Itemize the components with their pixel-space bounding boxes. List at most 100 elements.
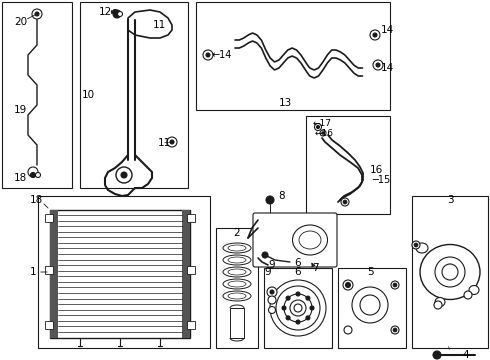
Circle shape [167,137,177,147]
Text: 18: 18 [14,173,27,183]
Circle shape [315,123,321,130]
Circle shape [170,140,174,144]
Circle shape [294,304,302,312]
Bar [50,210,58,338]
Circle shape [435,257,465,287]
Circle shape [320,130,326,136]
Text: 18: 18 [30,195,43,205]
Circle shape [296,292,300,296]
Bar [45,321,53,329]
Text: 2: 2 [234,228,240,238]
Circle shape [360,295,380,315]
Ellipse shape [420,244,480,300]
Text: 12: 12 [99,7,112,17]
Ellipse shape [223,279,251,289]
Circle shape [35,172,41,177]
Ellipse shape [228,245,246,251]
Text: 14: 14 [381,63,394,73]
Circle shape [322,132,324,134]
Bar [216,228,258,348]
Bar [338,268,406,348]
Circle shape [306,316,310,320]
Bar [264,268,332,348]
Circle shape [433,351,441,359]
Circle shape [268,296,276,304]
Circle shape [434,301,442,309]
Circle shape [286,316,290,320]
Ellipse shape [223,243,251,253]
Circle shape [373,33,377,37]
Circle shape [203,50,213,60]
Circle shape [28,167,38,177]
Circle shape [393,328,397,332]
Circle shape [30,172,35,177]
Text: 14: 14 [381,25,394,35]
Ellipse shape [228,257,246,263]
Circle shape [267,287,277,297]
Text: 9: 9 [268,260,274,270]
Circle shape [442,264,458,280]
Circle shape [270,280,326,336]
Circle shape [370,30,380,40]
Circle shape [284,294,312,322]
Circle shape [282,306,286,310]
Ellipse shape [223,291,251,301]
Ellipse shape [223,255,251,265]
Bar [412,196,488,348]
Circle shape [116,167,132,183]
Ellipse shape [228,281,246,287]
Circle shape [266,196,274,204]
Circle shape [113,9,118,14]
Circle shape [269,306,275,314]
Circle shape [35,12,39,16]
Circle shape [276,286,320,330]
Bar [196,2,390,110]
Circle shape [414,243,418,247]
Text: 11: 11 [158,138,171,148]
Text: 8: 8 [278,191,285,201]
Text: 5: 5 [367,267,373,277]
Ellipse shape [469,285,479,294]
FancyBboxPatch shape [253,213,337,267]
Text: ←14: ←14 [212,50,232,60]
Text: 20: 20 [14,17,27,27]
Circle shape [262,252,268,258]
Ellipse shape [223,267,251,277]
Ellipse shape [299,231,321,249]
Ellipse shape [416,243,428,253]
Ellipse shape [228,293,246,299]
Text: ←16: ←16 [315,129,334,138]
Circle shape [352,287,388,323]
Circle shape [343,200,347,204]
Bar [187,266,195,274]
Circle shape [345,283,350,288]
Circle shape [113,10,121,18]
Text: 1: 1 [30,267,37,277]
Circle shape [206,53,210,57]
Bar [182,210,190,338]
Circle shape [376,63,380,67]
Circle shape [317,126,319,129]
Bar [45,214,53,222]
Circle shape [286,296,290,300]
Bar [80,2,188,188]
Circle shape [391,281,399,289]
Circle shape [393,283,397,287]
Circle shape [341,198,349,206]
Text: 10: 10 [82,90,95,100]
Circle shape [391,326,399,334]
Text: 13: 13 [278,98,292,108]
Text: 6: 6 [294,267,301,277]
Circle shape [464,291,472,299]
Text: 16: 16 [370,165,383,175]
Circle shape [290,300,306,316]
Bar [2,2,72,188]
Text: ←17: ←17 [313,120,332,129]
Circle shape [310,306,314,310]
Circle shape [306,296,310,300]
Text: 7: 7 [312,263,318,273]
Circle shape [270,290,274,294]
Text: 6: 6 [294,258,301,268]
Bar [45,266,53,274]
Text: 19: 19 [14,105,27,115]
